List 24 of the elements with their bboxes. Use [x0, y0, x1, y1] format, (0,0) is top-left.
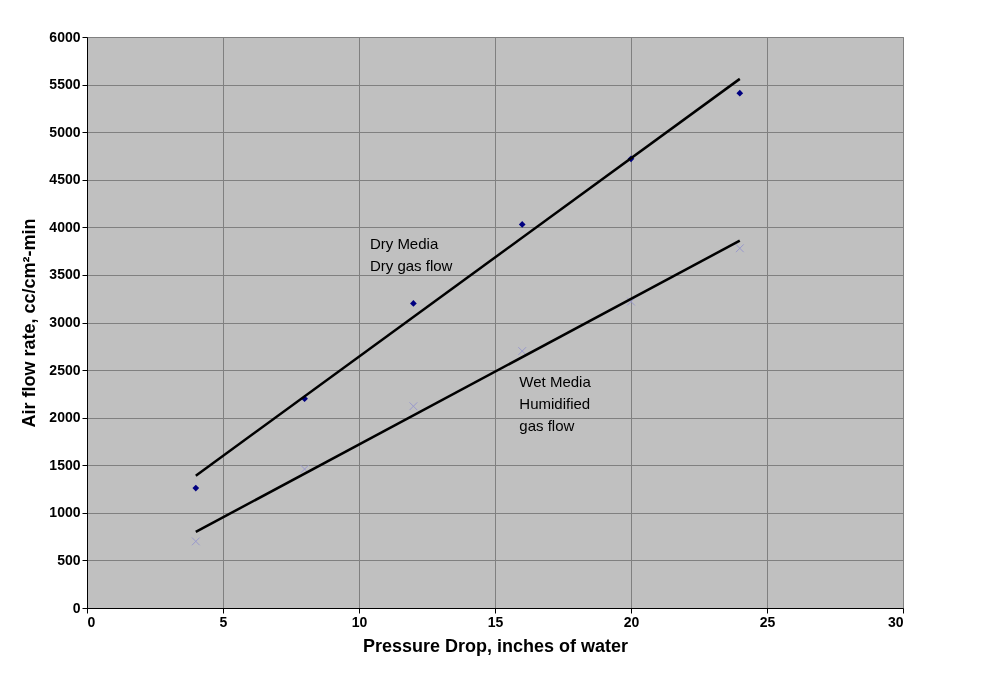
y-tick-label: 4500 [49, 171, 81, 188]
y-tick-label: 3000 [49, 314, 81, 330]
x-tick-label: 0 [87, 613, 96, 630]
x-tick-label: 10 [351, 613, 368, 630]
x-tick-label: 30 [887, 613, 904, 630]
y-tick-label: 0 [72, 599, 81, 616]
x-axis-title: Pressure Drop, inches of water [362, 635, 629, 656]
y-tick-label: 5000 [49, 123, 81, 140]
x-tick-label: 20 [623, 613, 640, 630]
y-tick-label: 4000 [49, 218, 81, 235]
y-tick-label: 2500 [49, 361, 81, 378]
y-tick-label: 3500 [49, 266, 81, 283]
x-tick-label: 5 [219, 613, 228, 630]
y-tick-label: 6000 [49, 28, 81, 45]
y-tick-label: 1500 [49, 456, 81, 473]
y-tick-label: 5500 [49, 76, 81, 93]
y-tick-label: 2000 [49, 409, 81, 426]
y-axis-title: Air flow rate, cc/cm²-min [19, 218, 40, 428]
y-tick-label: 500 [57, 551, 81, 568]
y-tick-label: 1000 [49, 504, 81, 521]
x-tick-label: 25 [759, 613, 776, 630]
series-label: Dry Media Dry gas flow [369, 234, 453, 274]
x-tick-label: 15 [487, 613, 504, 630]
series-label: Wet Media Humidified gas flow [519, 372, 592, 434]
